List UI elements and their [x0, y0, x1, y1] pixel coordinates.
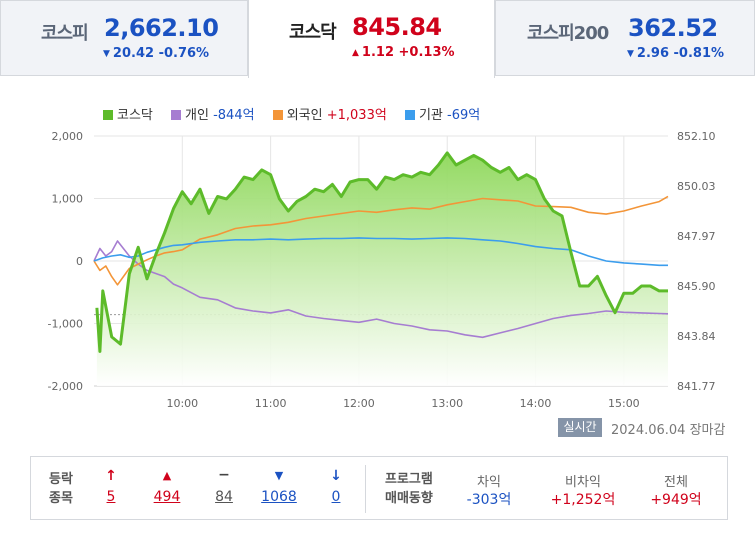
non-arbitrage-head: 비차익	[565, 475, 601, 490]
legend-kosdaq[interactable]: 코스닥	[103, 104, 153, 123]
y-left-tick-label: 0	[76, 255, 83, 268]
tab-kospi200-change: ▼ 2.96 -0.81%	[627, 46, 724, 61]
arbitrage-head: 차익	[477, 475, 501, 490]
tab-kospi[interactable]: 코스피 2,662.10 ▼ 20.42 -0.76%	[0, 0, 248, 76]
y-left-tick-label: 1,000	[52, 193, 84, 206]
breadth-title-line2: 종목	[49, 491, 73, 506]
unchanged-count[interactable]: 84	[215, 489, 233, 505]
investor-line-개인	[93, 240, 669, 339]
program-title-line1: 프로그램	[385, 472, 433, 487]
tab-kospi200-name: 코스피200	[527, 23, 609, 44]
rise-icon: ▲	[162, 469, 172, 482]
legend-label-institution: 기관	[418, 108, 443, 123]
legend-swatch-institution	[404, 110, 415, 120]
unchanged-icon: −	[218, 467, 230, 483]
breadth-title-line1: 등락	[49, 472, 73, 487]
x-tick-label: 15:00	[608, 397, 640, 410]
program-title: 프로그램 매매동향	[385, 470, 433, 508]
legend-individual[interactable]: 개인 -844억	[171, 104, 255, 123]
y-right-tick-label: 845.90	[677, 280, 716, 293]
panel-divider	[365, 465, 366, 513]
tab-kosdaq-name: 코스닥	[289, 22, 337, 43]
y-right-tick-label: 850.03	[677, 180, 716, 193]
program-title-line2: 매매동향	[385, 491, 433, 506]
market-date: 2024.06.04 장마감	[611, 423, 726, 438]
tab-kospi200-value: 362.52	[628, 14, 718, 42]
x-tick-label: 12:00	[343, 397, 375, 410]
legend-value-individual: -844억	[213, 108, 255, 123]
y-right-tick-label: 841.77	[677, 380, 716, 393]
legend-swatch-foreign	[272, 110, 283, 120]
x-tick-label: 14:00	[520, 397, 552, 410]
kosdaq-area-fill	[96, 152, 668, 386]
legend-label-kosdaq: 코스닥	[117, 108, 153, 123]
y-right-tick-label: 847.97	[677, 230, 716, 243]
legend-institution[interactable]: 기관 -69억	[404, 104, 481, 123]
legend-swatch-individual	[171, 110, 182, 120]
tab-kosdaq[interactable]: 코스닥 845.84 ▲ 1.12 +0.13%	[248, 0, 495, 78]
x-tick-label: 13:00	[431, 397, 463, 410]
realtime-badge[interactable]: 실시간	[558, 418, 602, 437]
investor-line-기관	[93, 237, 668, 267]
x-tick-label: 10:00	[166, 397, 198, 410]
legend-label-foreign: 외국인	[286, 108, 323, 123]
chart-axes: 10:00 11:00 12:00 13:00 14:00 15:00 2,000 1,000…	[48, 130, 716, 410]
legend-swatch-kosdaq	[103, 110, 113, 120]
tab-kospi200[interactable]: 코스피200 362.52 ▼ 2.96 -0.81%	[495, 0, 755, 76]
legend-value-institution: -69억	[447, 108, 481, 123]
kosdaq-line	[95, 151, 668, 353]
tab-kosdaq-change-text: 1.12 +0.13%	[361, 45, 455, 60]
y-left-tick-label: -2,000	[48, 380, 83, 393]
program-total-value: +949억	[650, 492, 702, 508]
tab-kosdaq-value: 845.84	[352, 13, 442, 41]
tab-kospi-name: 코스피	[41, 23, 89, 44]
arbitrage-value: -303억	[466, 492, 512, 508]
tab-kospi-change-text: 20.42 -0.76%	[112, 46, 210, 61]
down-arrow-icon: ▼	[103, 49, 110, 59]
legend-foreign[interactable]: 외국인 +1,033억	[272, 104, 387, 123]
y-right-tick-label: 852.10	[677, 130, 716, 143]
breadth-title: 등락 종목	[49, 470, 73, 508]
fall-count[interactable]: 1068	[261, 489, 297, 505]
lower-limit-count[interactable]: 0	[331, 489, 341, 505]
upper-limit-icon: ↑	[105, 468, 117, 484]
tab-kospi-change: ▼ 20.42 -0.76%	[103, 46, 209, 61]
y-right-tick-label: 843.84	[677, 330, 716, 343]
chart-legend: 코스닥 개인 -844억 외국인 +1,033억 기관 -69억	[103, 104, 494, 123]
upper-limit-count[interactable]: 5	[106, 489, 116, 505]
investor-lines	[93, 195, 669, 339]
down-arrow-icon: ▼	[627, 49, 634, 59]
tab-kospi200-change-text: 2.96 -0.81%	[636, 46, 725, 61]
kosdaq-line-group	[95, 151, 668, 353]
legend-value-foreign: +1,033억	[326, 108, 387, 123]
intraday-chart[interactable]: 10:00 11:00 12:00 13:00 14:00 15:00 2,000 1,000…	[0, 120, 755, 420]
fall-icon: ▼	[274, 469, 284, 482]
investor-line-외국인	[93, 195, 669, 286]
lower-limit-icon: ↓	[330, 468, 342, 484]
rise-count[interactable]: 494	[153, 489, 181, 505]
program-total-head: 전체	[664, 475, 688, 490]
tab-kosdaq-change: ▲ 1.12 +0.13%	[352, 45, 455, 60]
y-left-tick-label: 2,000	[52, 130, 84, 143]
tab-kospi-value: 2,662.10	[104, 14, 219, 42]
index-tabs: 코스피 2,662.10 ▼ 20.42 -0.76% 코스닥 845.84 ▲ 1…	[0, 0, 755, 78]
x-tick-label: 11:00	[255, 397, 287, 410]
legend-label-individual: 개인	[185, 108, 209, 123]
non-arbitrage-value: +1,252억	[550, 492, 616, 508]
up-arrow-icon: ▲	[352, 48, 359, 58]
y-left-tick-label: -1,000	[48, 318, 83, 331]
kosdaq-area	[96, 152, 668, 386]
market-breadth-panel: 등락 종목 ↑ 5 ▲ 494 − 84 ▼ 1068 ↓ 0 프로그램 매매동…	[30, 456, 728, 520]
